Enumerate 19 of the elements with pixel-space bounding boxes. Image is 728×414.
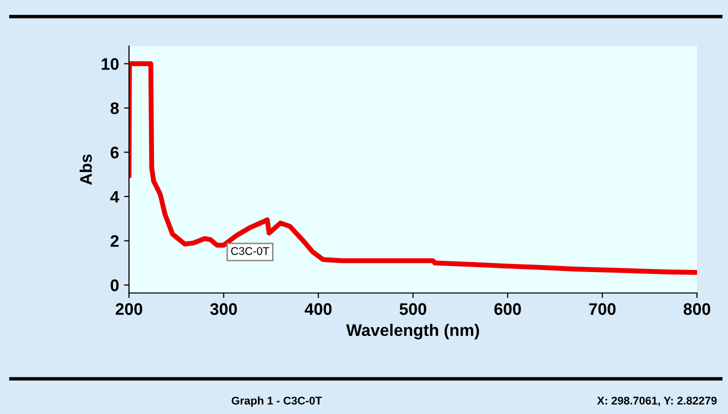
x-tick-label: 300 — [210, 303, 237, 315]
x-tick-label: 400 — [304, 303, 332, 315]
y-tick-label: 2 — [110, 235, 119, 247]
line-series — [129, 61, 697, 275]
y-axis-title: Abs — [80, 154, 92, 185]
y-tick-label: 10 — [102, 58, 119, 70]
x-axis-title: Wavelength (nm) — [346, 324, 479, 340]
y-tick-label: 4 — [110, 191, 120, 203]
x-tick-label: 700 — [589, 303, 616, 315]
annotation: C3C-0T — [231, 247, 270, 255]
y-tick-label: 8 — [110, 102, 119, 114]
y-tick-label: 0 — [110, 279, 119, 292]
x-tick-label: 600 — [494, 303, 521, 315]
x-tick-label: 500 — [400, 303, 426, 315]
caption: Graph 1 - C3C-0T — [232, 396, 322, 407]
text: X: 298.7061, Y: 2.82279 — [597, 396, 717, 406]
x-tick-label: 200 — [116, 303, 142, 315]
x-tick-label: 800 — [684, 303, 710, 315]
y-tick-label: 6 — [110, 146, 119, 158]
